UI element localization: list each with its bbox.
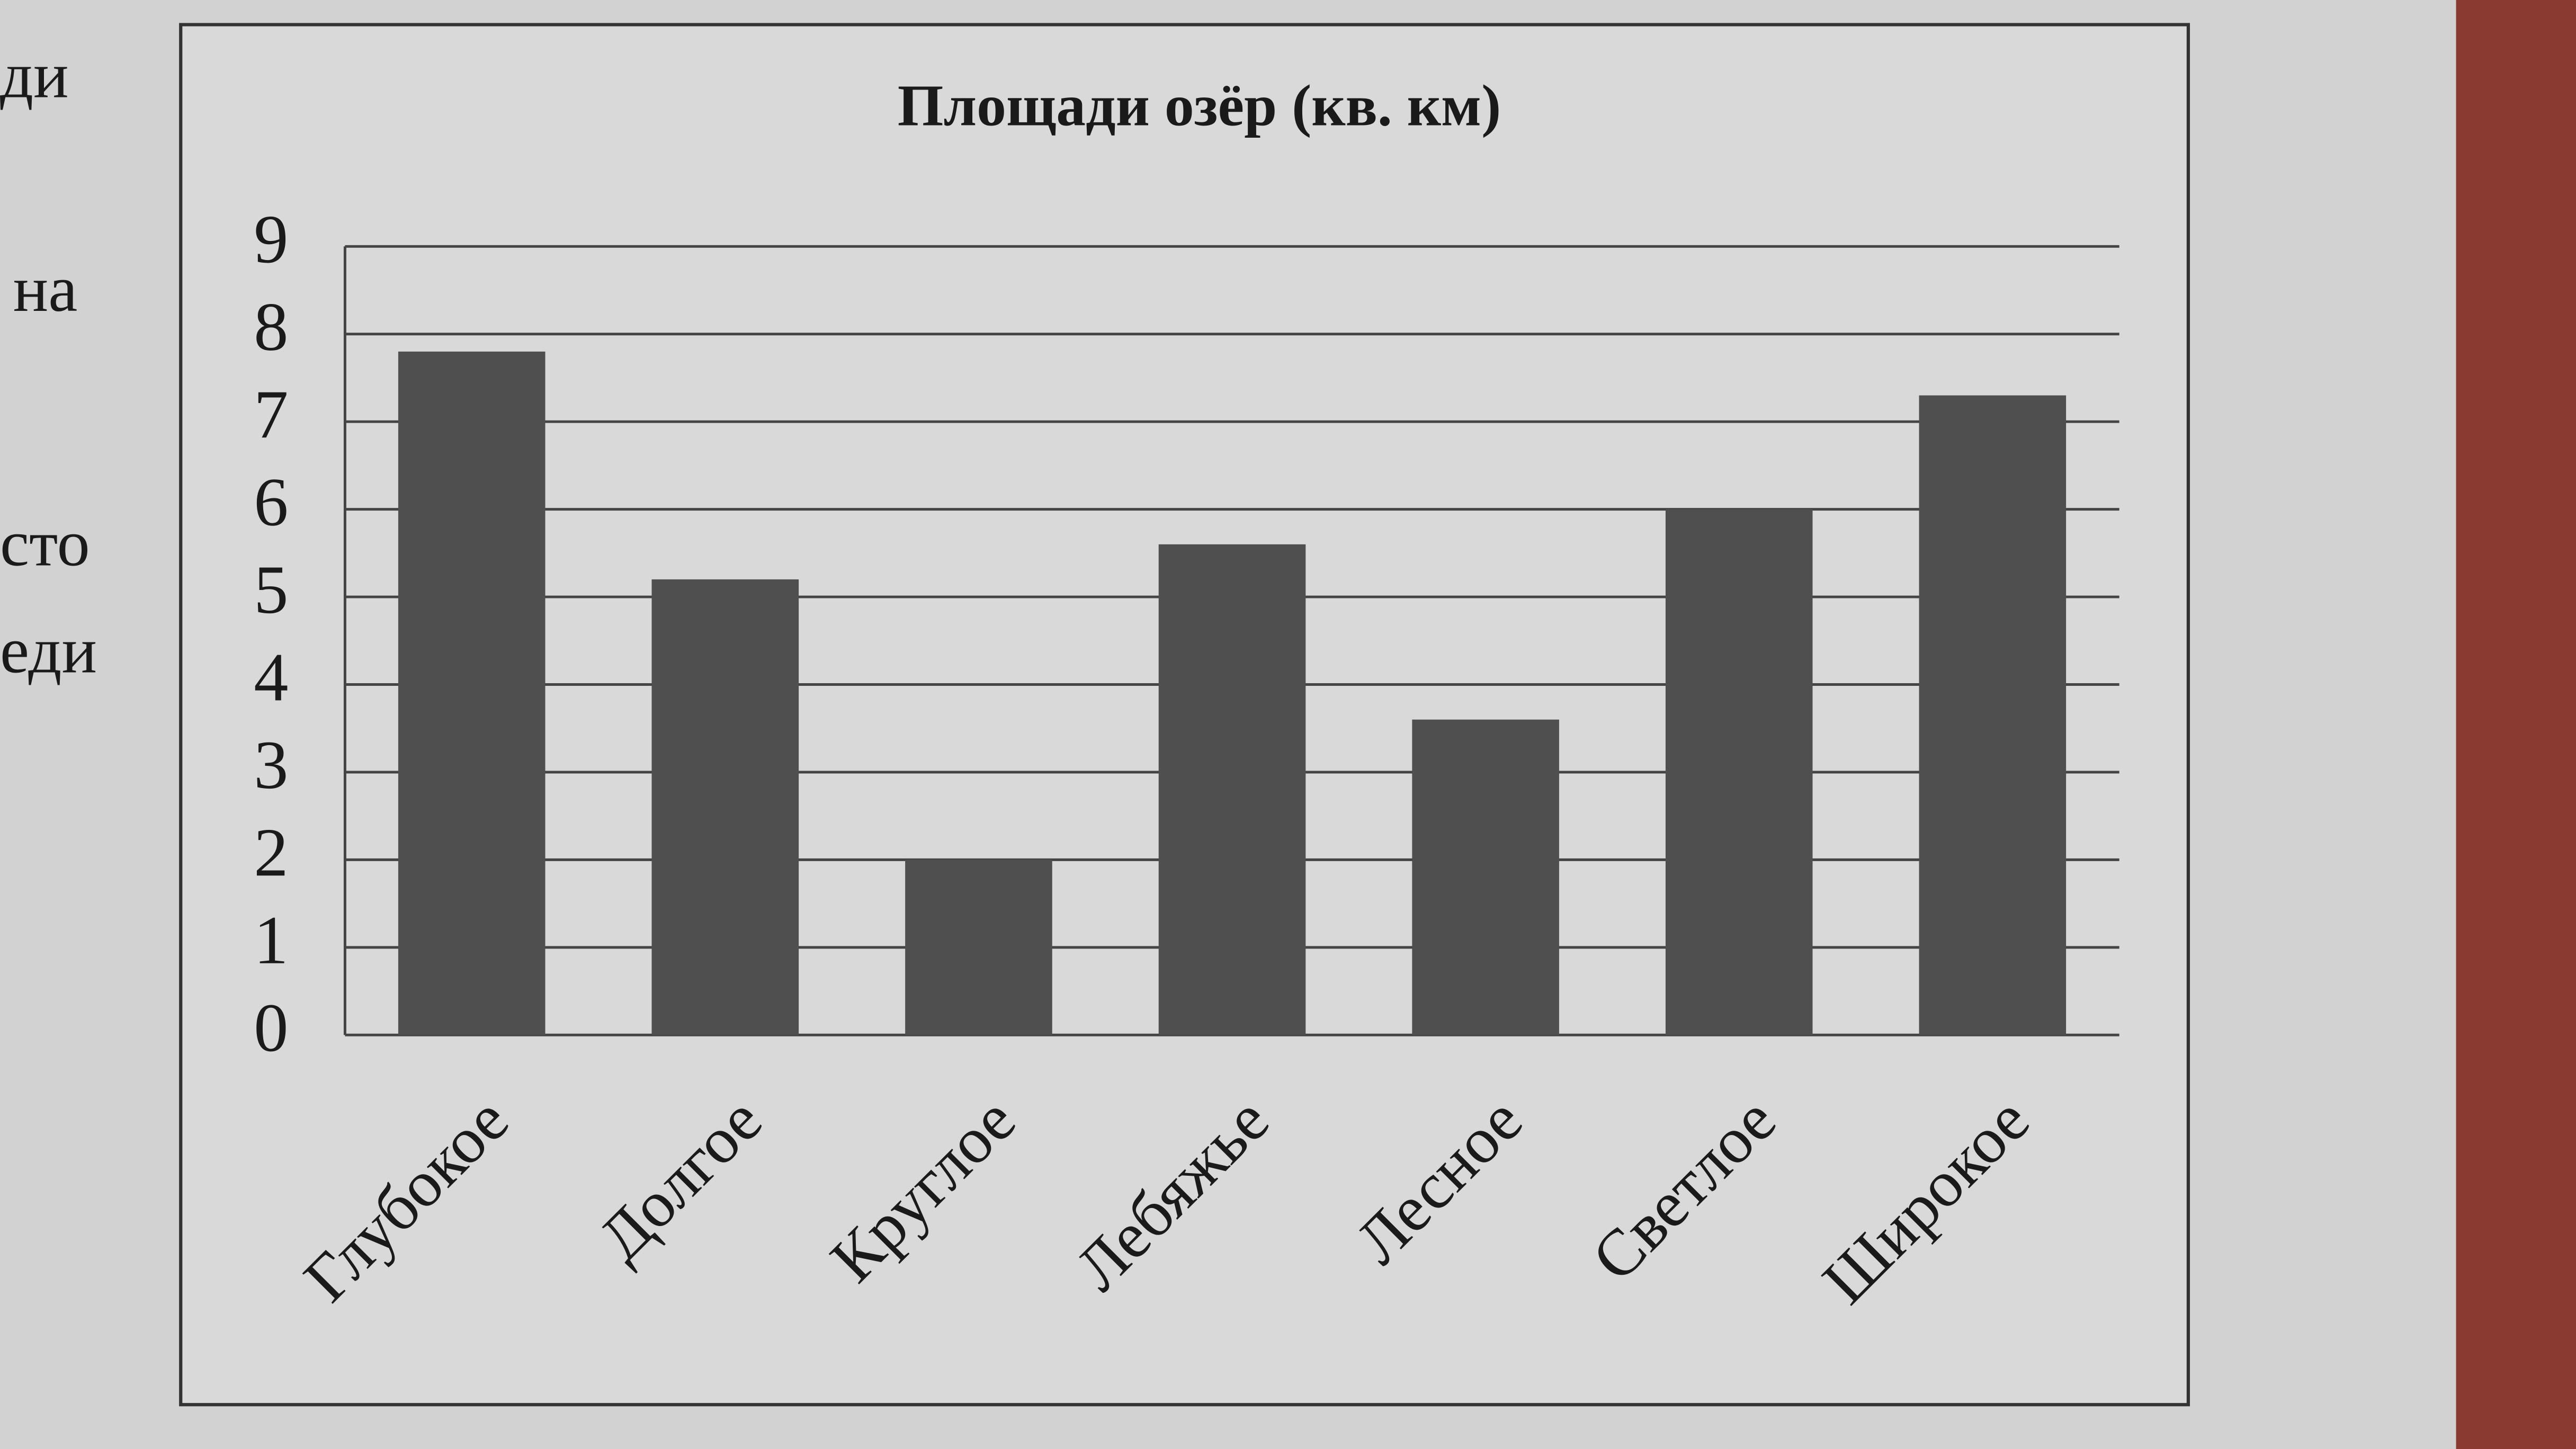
y-tick-label: 9 <box>254 201 288 278</box>
side-text: сто <box>0 507 90 580</box>
bar <box>1665 509 1813 1035</box>
fabric-background <box>2456 0 2576 1449</box>
bar <box>1412 719 1559 1035</box>
y-tick-label: 8 <box>254 289 288 365</box>
bar <box>398 351 545 1035</box>
y-tick-label: 3 <box>254 727 288 803</box>
y-tick-label: 4 <box>254 639 288 715</box>
bar <box>1919 395 2067 1035</box>
y-tick-label: 7 <box>254 377 288 453</box>
y-tick-label: 2 <box>254 815 288 891</box>
y-tick-label: 1 <box>254 902 288 979</box>
side-text: ди <box>0 39 69 112</box>
chart-title: Площади озёр (кв. км) <box>898 73 1501 139</box>
side-text: на <box>13 252 77 325</box>
y-tick-label: 5 <box>254 552 288 628</box>
bar <box>905 860 1052 1035</box>
bar <box>651 579 799 1035</box>
side-text: еди <box>0 613 97 686</box>
y-tick-label: 0 <box>254 990 288 1066</box>
bar <box>1158 544 1306 1035</box>
y-tick-label: 6 <box>254 464 288 541</box>
